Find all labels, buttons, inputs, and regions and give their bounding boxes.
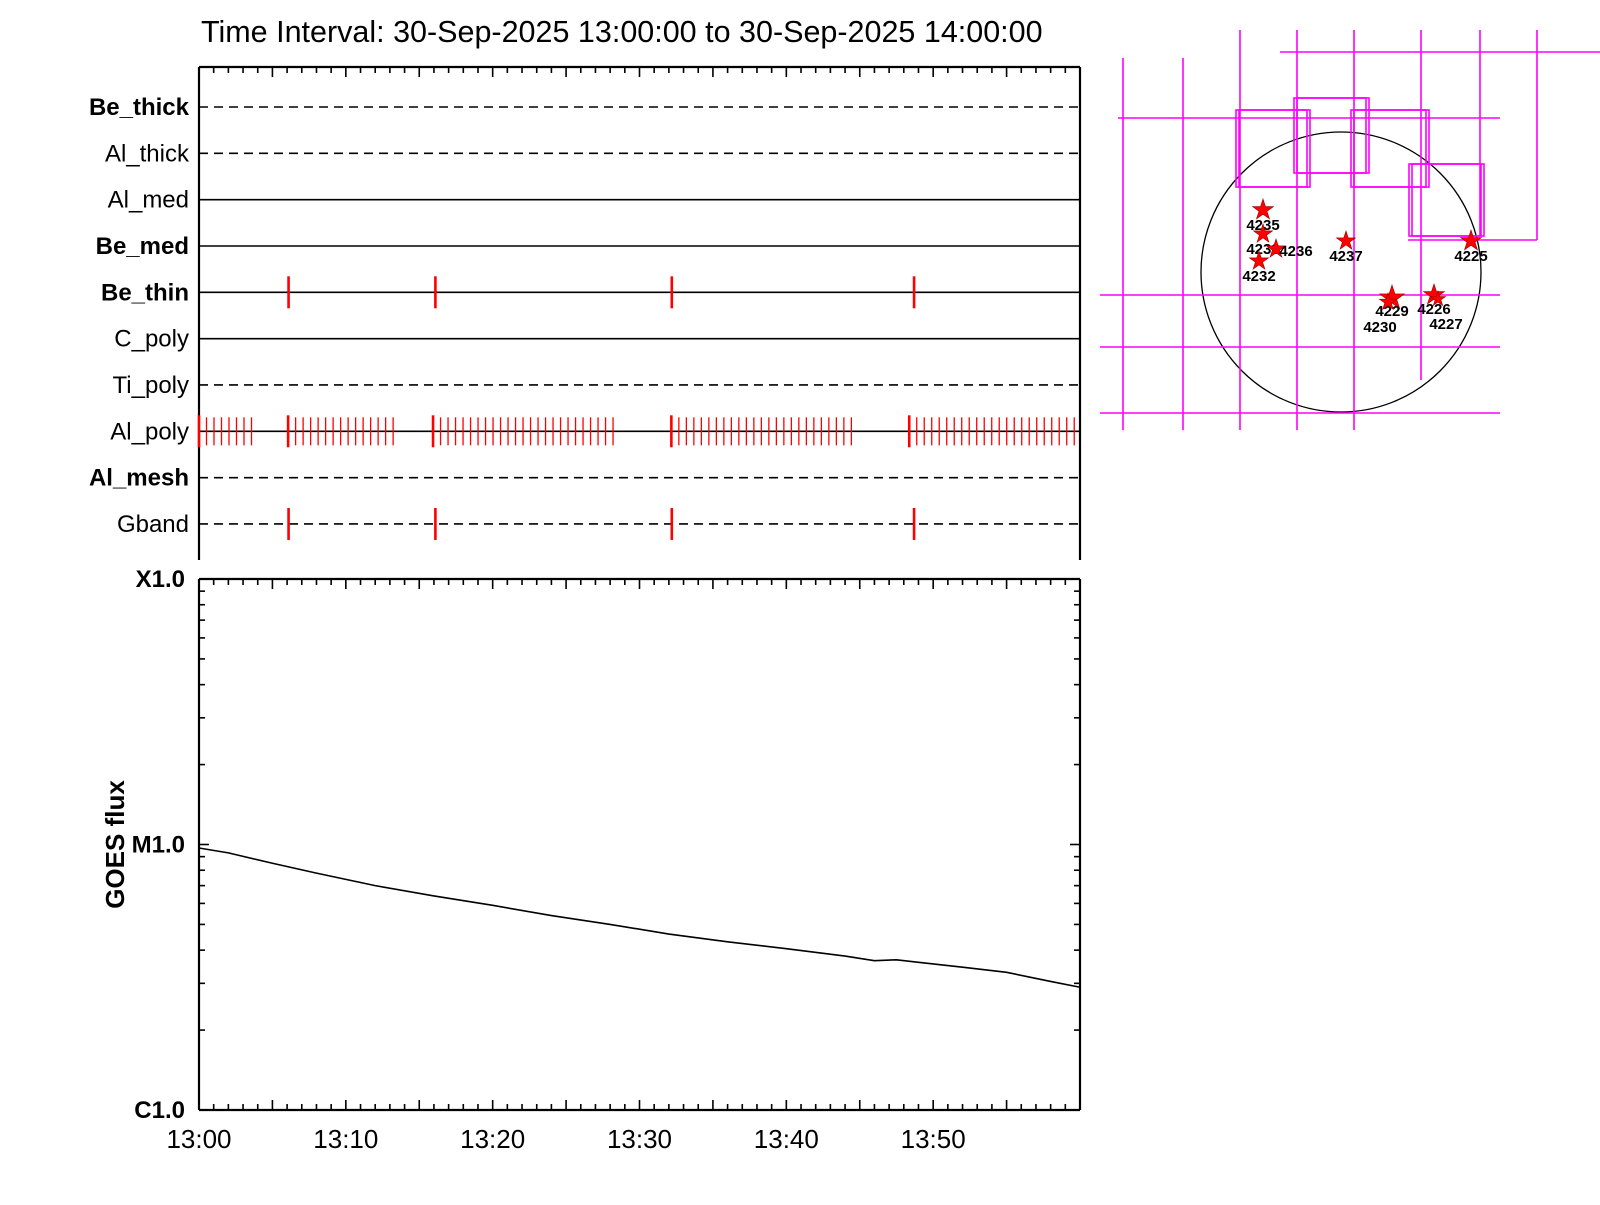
svg-text:C_poly: C_poly — [114, 326, 189, 353]
svg-text:GOES flux: GOES flux — [100, 780, 130, 909]
svg-text:X1.0: X1.0 — [136, 566, 185, 593]
svg-text:13:00: 13:00 — [166, 1124, 231, 1154]
svg-text:Ti_poly: Ti_poly — [113, 372, 189, 399]
svg-text:13:30: 13:30 — [607, 1124, 672, 1154]
svg-text:Be_thin: Be_thin — [101, 279, 189, 306]
svg-text:Be_med: Be_med — [96, 233, 189, 260]
svg-text:Al_mesh: Al_mesh — [89, 465, 189, 492]
svg-text:Al_med: Al_med — [108, 187, 189, 214]
svg-text:4225: 4225 — [1454, 248, 1487, 265]
svg-text:4236: 4236 — [1279, 243, 1312, 260]
svg-text:M1.0: M1.0 — [132, 832, 185, 859]
svg-text:4232: 4232 — [1242, 268, 1275, 285]
svg-text:Be_thick: Be_thick — [89, 94, 190, 121]
svg-text:Gband: Gband — [117, 511, 189, 538]
svg-text:13:50: 13:50 — [901, 1124, 966, 1154]
svg-text:4230: 4230 — [1363, 319, 1396, 336]
svg-text:13:40: 13:40 — [754, 1124, 819, 1154]
svg-text:Al_poly: Al_poly — [110, 418, 189, 445]
svg-text:13:20: 13:20 — [460, 1124, 525, 1154]
svg-text:4237: 4237 — [1329, 248, 1362, 265]
svg-text:C1.0: C1.0 — [134, 1097, 185, 1124]
svg-text:13:10: 13:10 — [313, 1124, 378, 1154]
svg-text:Al_thick: Al_thick — [105, 140, 190, 167]
svg-text:Time Interval: 30-Sep-2025 13:: Time Interval: 30-Sep-2025 13:00:00 to 3… — [201, 15, 1043, 49]
svg-text:4227: 4227 — [1429, 316, 1462, 333]
